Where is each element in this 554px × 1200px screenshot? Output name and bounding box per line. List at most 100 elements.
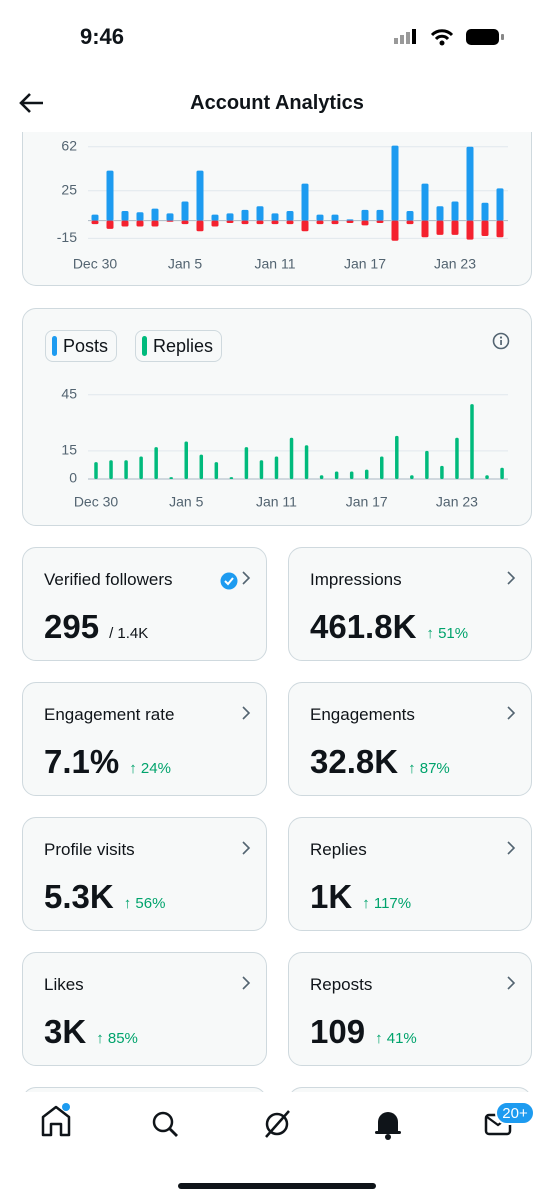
bar [406,211,414,221]
bar [166,213,174,221]
bar [196,220,204,232]
bar [406,220,414,225]
bar [91,214,99,221]
bar [451,201,459,221]
x-tick-label: Jan 23 [436,494,478,510]
y-tick-label: 0 [69,470,77,486]
status-icons [394,29,504,46]
bar [121,211,129,221]
search-tab[interactable] [152,1111,178,1137]
bar [301,220,309,232]
bar [391,220,399,241]
notifications-tab[interactable] [375,1112,401,1140]
legend-item[interactable]: Replies [135,330,223,362]
stat-card[interactable]: Replies 1K ↑ 117% [288,817,532,931]
card-detail: / 1.4K [109,625,149,642]
bar [466,146,474,221]
header: Account Analytics [0,70,554,132]
card-detail: ↑ 117% [362,895,412,912]
card-title: Profile visits [44,840,135,859]
bar [211,214,219,221]
bar [346,219,354,221]
info-icon[interactable] [490,330,512,352]
home-indicator [178,1183,376,1189]
card-title: Likes [44,975,84,994]
messages-tab[interactable] [484,1101,535,1136]
header-title: Account Analytics [190,92,364,114]
legend-swatch [142,336,147,356]
bar [139,456,143,479]
grok-tab[interactable] [265,1110,290,1138]
chevron [507,841,516,855]
back-button[interactable] [18,92,46,114]
card-detail: ↑ 56% [123,895,166,912]
card-title: Replies [310,840,367,859]
card-value: 32.8K [310,743,399,780]
charts: -15 25 62 Dec 30 Jan 5 Jan 11 Jan 17 Jan 23 0 15 4… [57,137,508,510]
bar [391,145,399,221]
chevron [242,706,251,720]
bar [421,220,429,238]
card-value: 7.1% [44,743,120,780]
bar [154,447,158,479]
bar [226,213,234,221]
bar [440,465,444,479]
chevron [507,706,516,720]
card-title: Reposts [310,975,373,994]
y-tick-label: 62 [61,137,77,153]
x-tick-label: Jan 11 [255,256,296,272]
x-tick-label: Jan 17 [344,256,386,272]
bar [286,211,294,221]
bar [274,456,279,479]
stat-card[interactable]: Likes 3K ↑ 85% [22,952,267,1066]
y-tick-label: 25 [61,182,77,198]
bar [124,460,128,479]
bar [241,220,249,225]
stat-card[interactable]: Verified followers 295 / 1.4K [22,547,267,661]
legend-item[interactable]: Posts [45,330,118,362]
bar [316,220,324,225]
card-value: 461.8K [310,608,417,645]
bar [376,209,384,221]
card-detail: ↑ 85% [96,1030,138,1047]
bar [181,220,189,225]
bar [259,460,264,479]
stat-card[interactable]: Engagement rate 7.1% ↑ 24% [22,682,267,796]
bar [451,220,459,235]
bar [316,214,324,221]
bottom-nav: 20+ [0,1092,554,1200]
bar [436,206,444,221]
stat-card[interactable]: Impressions 461.8K ↑ 51% [288,547,532,661]
bar [241,209,249,221]
bar [256,206,264,221]
bar [364,469,369,479]
bar [166,220,174,222]
bar [496,220,504,238]
card-value: 295 [44,608,100,645]
chevron [242,571,251,585]
chevron [507,976,516,990]
x-tick-label: Jan 5 [169,494,203,510]
stat-card[interactable]: Reposts 109 ↑ 41% [288,952,532,1066]
card-value: 109 [310,1013,366,1050]
bar [485,475,489,479]
bar [455,437,459,479]
card-title: Impressions [310,570,402,589]
bar [319,475,324,479]
y-tick-label: -15 [57,229,77,245]
bar [136,212,144,221]
bar [91,220,99,225]
bar [395,435,399,479]
stat-card[interactable]: Profile visits 5.3K ↑ 56% [22,817,267,931]
bar [331,214,339,221]
card-value: 3K [44,1013,87,1050]
chevron [242,976,251,990]
chevron [242,841,251,855]
legend-swatch [52,336,57,356]
x-tick-label: Jan 23 [434,256,476,272]
bar [301,183,309,221]
stat-card[interactable]: Engagements 32.8K ↑ 87% [288,682,532,796]
home-tab[interactable] [41,1103,71,1137]
bar [244,447,249,479]
bar [346,220,354,223]
